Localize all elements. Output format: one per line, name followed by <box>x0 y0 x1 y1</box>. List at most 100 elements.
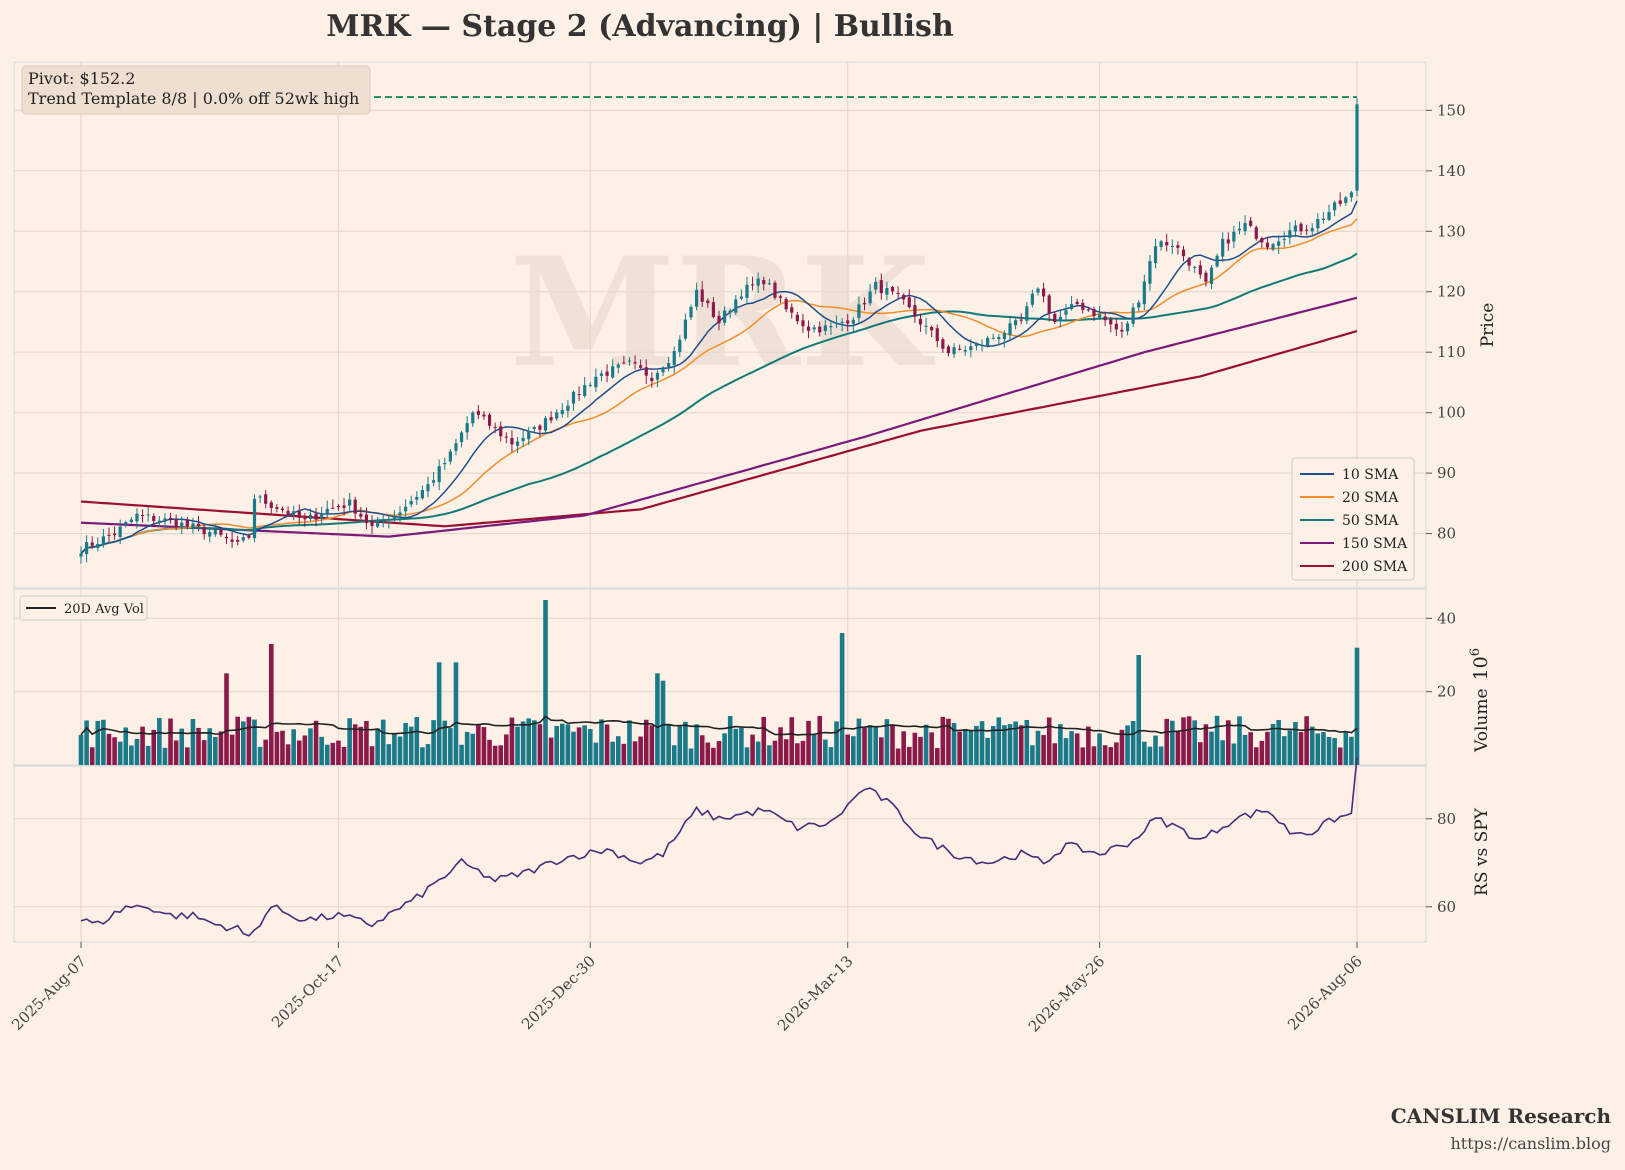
candle-body <box>1310 228 1314 232</box>
candle-body <box>1170 245 1174 247</box>
sma50-line <box>80 252 1358 555</box>
volume-bar <box>347 718 352 765</box>
volume-bar <box>481 727 487 765</box>
volume-bar <box>1265 731 1270 765</box>
candle-body <box>840 321 844 323</box>
volume-bar <box>280 730 285 765</box>
candle-body <box>1058 316 1062 322</box>
candle-body <box>566 405 570 411</box>
volume-bar <box>1214 715 1220 765</box>
volume-bar <box>1024 719 1030 765</box>
volume-bar <box>1220 740 1225 765</box>
candle-body <box>443 462 447 465</box>
grid-lines <box>14 62 1426 942</box>
volume-bar <box>934 748 940 765</box>
volume-axis-label: Volume 106 <box>1468 648 1492 753</box>
volume-bar <box>1270 724 1276 765</box>
candle-body <box>459 432 464 443</box>
volume-bar <box>459 744 464 765</box>
volume-bar <box>117 741 123 765</box>
candle-body <box>353 499 357 514</box>
candle-body <box>717 315 721 324</box>
volume-bar <box>190 718 196 765</box>
candle-body <box>101 536 105 546</box>
volume-bar <box>218 731 224 765</box>
candle-body <box>292 511 296 515</box>
volume-bar <box>207 728 213 765</box>
volume-bar <box>1248 732 1253 765</box>
candle-body <box>236 539 240 542</box>
candle-body <box>180 522 184 528</box>
candle-body <box>762 279 766 285</box>
candle-body <box>208 531 212 537</box>
volume-axis-unit: 10 <box>1470 656 1492 680</box>
candle-body <box>303 517 307 520</box>
candle-body <box>1036 288 1040 293</box>
candle-body <box>1254 227 1258 239</box>
candle-body <box>202 526 206 535</box>
candle-body <box>336 505 341 508</box>
volume-bar <box>649 725 655 765</box>
candle-body <box>997 336 1001 340</box>
volume-bar <box>364 720 369 765</box>
candle-body <box>689 306 693 318</box>
volume-bar <box>492 745 498 765</box>
candle-body <box>1327 212 1331 220</box>
volume-bar <box>78 734 84 765</box>
candle-body <box>846 320 850 324</box>
candle-body <box>639 365 643 368</box>
candle-body <box>885 288 889 295</box>
volume-bar <box>733 728 739 765</box>
candle-body <box>168 517 173 520</box>
legend-label-sma20: 20 SMA <box>1342 490 1399 506</box>
volume-bar <box>1147 746 1153 765</box>
candle-body <box>398 512 402 516</box>
candle-body <box>818 326 822 333</box>
candle-body <box>622 362 626 364</box>
volume-bar <box>1069 731 1074 765</box>
candle-body <box>857 304 861 318</box>
sma-legend-box <box>1291 457 1415 581</box>
rs-tick-label: 60 <box>1437 898 1456 916</box>
volume-bar <box>268 644 274 765</box>
candle-body <box>314 513 318 520</box>
candle-body <box>695 289 699 307</box>
volume-bar <box>962 728 968 765</box>
candle-body <box>773 282 777 298</box>
candle-body <box>806 326 811 331</box>
candle-body <box>320 514 324 519</box>
volume-bar <box>750 734 755 765</box>
candle-body <box>1243 223 1247 232</box>
volume-bar <box>795 743 800 765</box>
volume-bar <box>1164 718 1170 765</box>
candle-body <box>661 368 665 373</box>
volume-bar <box>274 731 280 765</box>
candle-body <box>1092 308 1096 317</box>
volume-bar <box>537 724 543 765</box>
volume-bar <box>464 731 470 765</box>
candle-body <box>325 508 329 514</box>
volume-bar <box>1242 734 1248 765</box>
volume-bar <box>671 745 677 765</box>
volume-bar <box>179 728 185 765</box>
trend-template-text: Trend Template 8/8 | 0.0% off 52wk high <box>28 89 359 108</box>
volume-bar <box>660 680 666 765</box>
candle-body <box>269 502 273 508</box>
candle-body <box>376 520 380 527</box>
candle-body <box>1299 223 1303 232</box>
volume-bar <box>1080 747 1086 765</box>
candle-body <box>370 520 374 526</box>
candle-body <box>672 351 676 365</box>
volume-bar <box>431 720 436 765</box>
candle-body <box>1165 241 1169 246</box>
candle-body <box>1008 323 1012 336</box>
volume-bar <box>1354 647 1360 765</box>
candle-body <box>974 343 979 346</box>
candle-body <box>1226 239 1230 244</box>
chart-title: MRK — Stage 2 (Advancing) | Bullish <box>326 9 954 44</box>
volume-bar <box>918 736 923 765</box>
volume-bar <box>1209 731 1214 765</box>
volume-bar <box>129 745 134 765</box>
volume-bar <box>739 727 744 765</box>
candle-body <box>1204 272 1208 282</box>
